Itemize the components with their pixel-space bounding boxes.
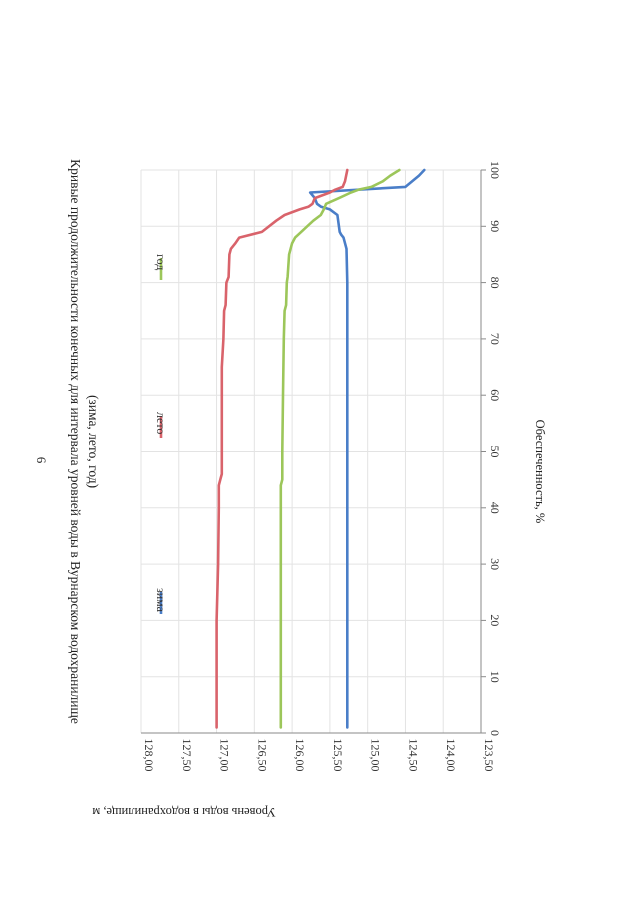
y-tick-label: 128,00: [142, 739, 156, 772]
x-tick-label: 40: [488, 502, 502, 514]
axis-layer: [141, 169, 486, 734]
x-tick-label: 70: [488, 333, 502, 345]
series-line-зима: [308, 168, 426, 729]
x-tick-label: 100: [488, 161, 502, 179]
x-tick-label: 90: [488, 220, 502, 232]
series-line-лето: [215, 168, 349, 729]
label-layer: 128,00 127,50 127,00 126,50 126,00 125,50 125,…: [68, 159, 547, 819]
x-tick-label: 0: [488, 730, 502, 736]
y-tick-label: 124,50: [406, 739, 420, 772]
series-layer: [215, 168, 426, 729]
x-axis-title: Обеспеченность, %: [533, 420, 547, 524]
y-tick-label: 127,50: [180, 739, 194, 772]
y-tick-label: 126,50: [255, 739, 269, 772]
y-axis-title: Уровень воды в водохранилище, м: [92, 805, 276, 819]
y-tick-label: 123,50: [482, 739, 496, 772]
grid-layer: [140, 169, 482, 734]
legend-layer: зима лето год: [154, 254, 168, 614]
x-tick-label: 20: [488, 614, 502, 626]
chart-subtitle: (зима, лето, год): [86, 395, 101, 488]
x-tick-label: 50: [488, 446, 502, 458]
x-tick-label: 80: [488, 277, 502, 289]
x-tick-label: 60: [488, 389, 502, 401]
x-tick-label: 10: [488, 671, 502, 683]
y-tick-label: 127,00: [218, 739, 232, 772]
chart-title: Кривые продолжительности конечных для ин…: [68, 159, 83, 724]
y-tick-label: 125,00: [369, 739, 383, 772]
legend-label-год: год: [154, 254, 168, 270]
x-tick-label: 30: [488, 558, 502, 570]
legend-label-зима: зима: [154, 588, 168, 613]
y-tick-label: 125,50: [331, 739, 345, 772]
series-line-год: [279, 168, 401, 729]
y-tick-label: 124,00: [444, 739, 458, 772]
legend-label-лето: лето: [154, 412, 168, 434]
y-tick-label: 126,00: [293, 739, 307, 772]
